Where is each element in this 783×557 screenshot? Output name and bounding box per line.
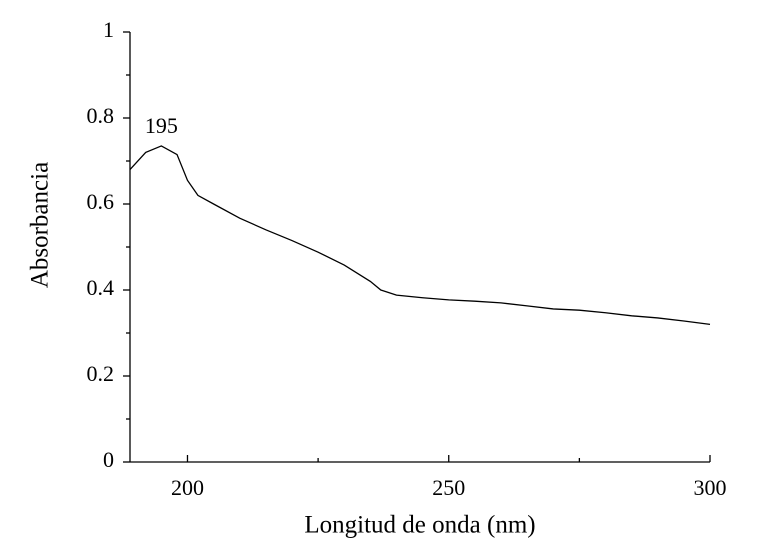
- annotation: 195: [145, 113, 178, 138]
- y-tick-label: 0.6: [87, 189, 115, 214]
- x-tick-label: 250: [432, 475, 465, 500]
- y-tick-label: 0.8: [87, 103, 115, 128]
- y-tick-label: 0.2: [87, 361, 115, 386]
- y-tick-label: 0: [103, 447, 114, 472]
- data-line: [129, 145, 711, 326]
- y-tick-label: 1: [103, 17, 114, 42]
- y-axis-title: Absorbancia: [27, 162, 54, 288]
- y-tick-label: 0.4: [87, 275, 115, 300]
- x-axis-title: Longitud de onda (nm): [304, 512, 535, 539]
- x-tick-label: 200: [171, 475, 204, 500]
- x-tick-label: 300: [694, 475, 727, 500]
